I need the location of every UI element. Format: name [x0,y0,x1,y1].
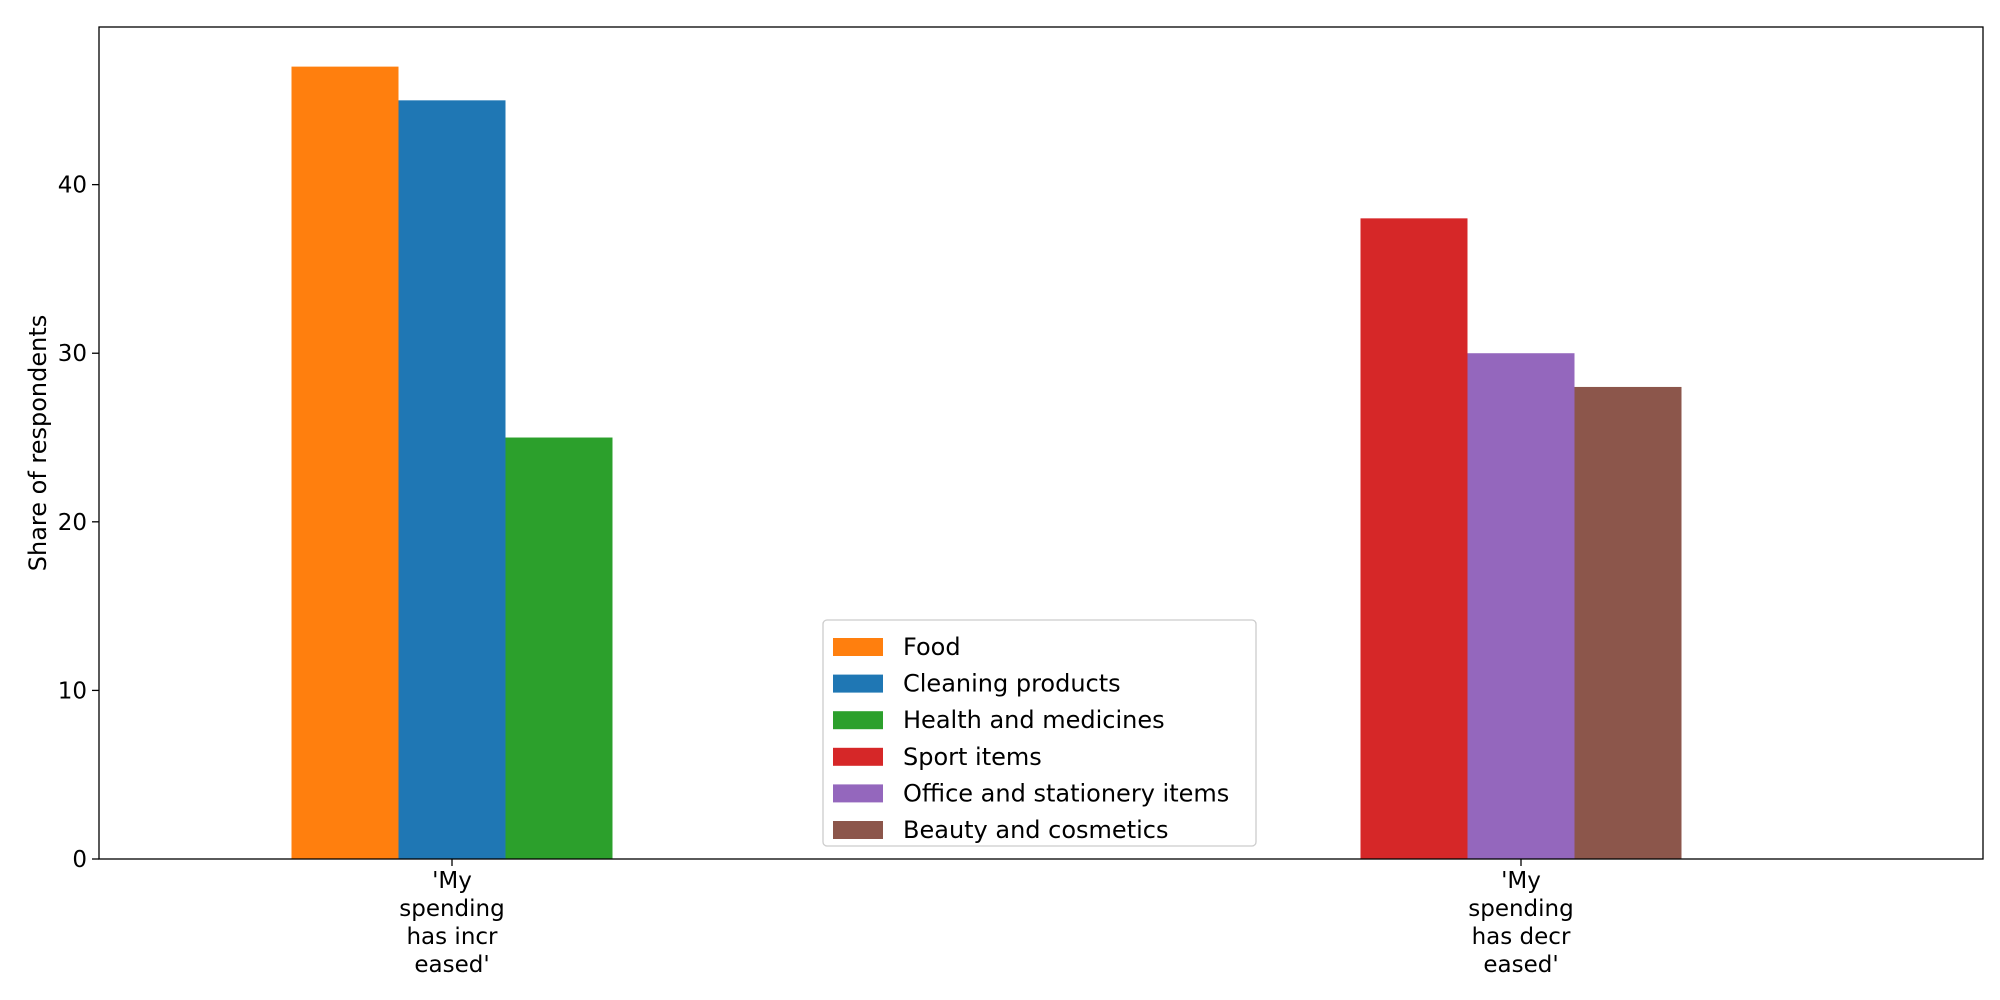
x-tick-label-line: has decr [1472,924,1571,950]
x-tick-label-line: eased' [414,952,489,978]
y-tick-label: 40 [58,173,87,199]
legend-label-food: Food [903,633,961,661]
legend-swatch-beauty-and-cosmetics [833,821,883,839]
legend-swatch-food [833,638,883,656]
y-tick-label: 30 [58,341,87,367]
bars-group [291,66,1682,860]
bar-food [291,66,399,860]
plot-frame [98,26,1984,860]
x-axis: 'My spending has incr eased''My spending has … [399,859,1574,978]
legend-label-beauty-and-cosmetics: Beauty and cosmetics [903,816,1168,844]
bar-health-and-medicines [505,437,613,859]
legend-label-health-and-medicines: Health and medicines [903,706,1165,734]
x-tick-label-line: eased' [1483,952,1558,978]
legend-box [822,619,1257,847]
x-tick-label-line: spending [399,896,504,922]
x-tick-label: 'My spending has incr eased' [399,868,504,978]
y-axis-label: Share of respondents [24,315,52,572]
legend-label-office-and-stationery-items: Office and stationery items [903,779,1229,807]
legend-label-cleaning-products: Cleaning products [903,670,1121,698]
bar-sport-items [1360,218,1468,860]
bar-cleaning-products [398,100,506,859]
y-axis: 0 10 20 30 40 [58,173,99,873]
y-tick-label: 0 [72,847,87,873]
y-tick-label: 10 [58,678,87,704]
legend-swatch-health-and-medicines [833,711,883,730]
legend: Food Cleaning products Health and medicine… [822,619,1257,847]
legend-label-sport-items: Sport items [903,743,1042,771]
x-tick-label-line: spending [1468,896,1573,922]
bar-office-and-stationery-items [1467,353,1575,859]
x-tick-label: 'My spending has decr eased' [1468,868,1573,978]
legend-swatch-office-and-stationery-items [833,784,883,803]
bar-beauty-and-cosmetics [1574,386,1682,859]
x-tick-label-line: 'My [1501,868,1541,894]
x-tick-label-line: has incr [406,924,498,950]
legend-swatch-cleaning-products [833,674,883,693]
y-tick-label: 20 [58,510,87,536]
x-tick-label-line: 'My [432,868,472,894]
legend-swatch-sport-items [833,747,883,766]
